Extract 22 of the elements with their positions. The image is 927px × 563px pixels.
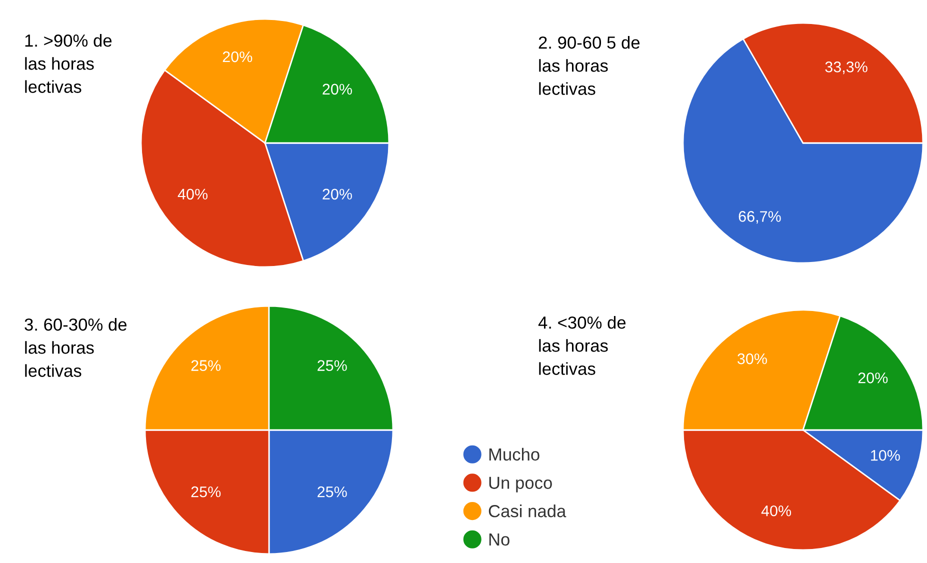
data-label: 25% <box>318 486 347 498</box>
text: 2. 90-60 5 de las horas lectivas <box>538 36 640 95</box>
data-label: 20% <box>322 188 352 200</box>
text: 1. >90% de las horas lectivas <box>25 34 112 93</box>
legend-label: No <box>489 534 510 546</box>
legend-label: Un poco <box>489 476 552 492</box>
data-label: 66,7% <box>738 211 781 224</box>
legend-label: Casi nada <box>488 504 566 518</box>
data-label: 33,3% <box>825 62 868 74</box>
data-label: 20% <box>858 372 888 384</box>
data-label: 25% <box>191 360 221 371</box>
data-label: 10% <box>871 450 900 461</box>
text: 3. 60-30% de las horas lectivas <box>24 318 127 377</box>
data-label: 20% <box>222 51 252 62</box>
data-label: 30% <box>738 353 767 364</box>
legend-label: Mucho <box>489 448 540 461</box>
data-label: 40% <box>761 505 792 516</box>
data-label: 25% <box>191 486 221 498</box>
data-label: 20% <box>322 84 352 95</box>
data-label: 40% <box>178 188 208 200</box>
text: 4. <30% de las horas lectivas <box>538 316 626 375</box>
data-label: 25% <box>318 360 347 371</box>
